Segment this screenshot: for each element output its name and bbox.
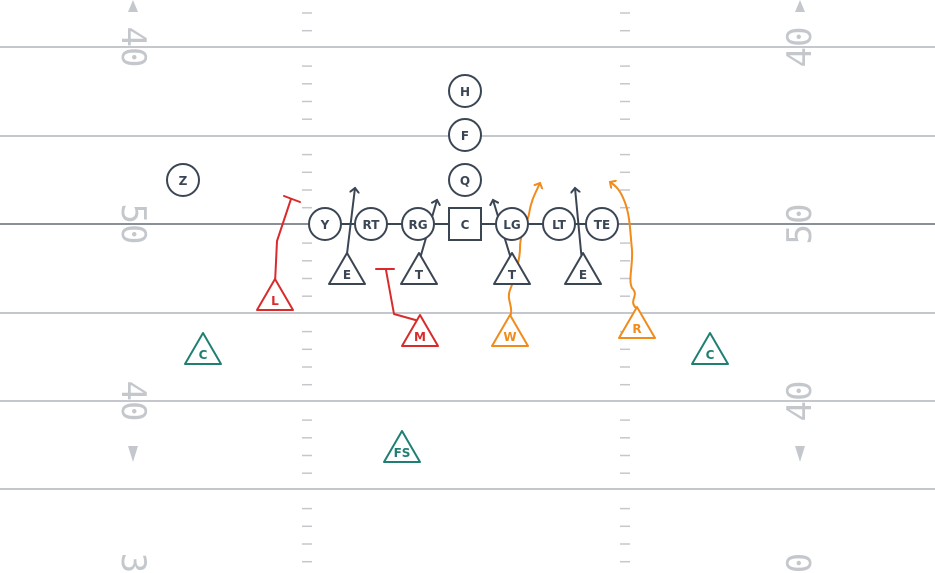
defender-c: C	[691, 332, 729, 365]
blitz-route	[385, 269, 420, 322]
player-c: C	[448, 207, 482, 241]
defender-label: C	[706, 348, 715, 362]
defender-marker	[328, 252, 366, 285]
defender-marker	[401, 314, 439, 347]
player-y: Y	[308, 207, 342, 241]
yard-lines	[0, 46, 935, 490]
defender-label: M	[414, 330, 426, 344]
player-rg: RG	[401, 207, 435, 241]
defender-marker	[184, 332, 222, 365]
rush-route	[507, 183, 540, 319]
player-marker	[585, 207, 619, 241]
defender-l: L	[256, 278, 294, 311]
blitz-end	[283, 195, 301, 203]
yard-number: 40	[113, 381, 153, 422]
player-label: F	[461, 129, 469, 143]
blitz-route	[274, 198, 292, 284]
defender-t: T	[493, 252, 531, 285]
center-marker	[448, 207, 482, 241]
player-q: Q	[448, 163, 482, 197]
defender-marker	[493, 252, 531, 285]
defender-label: E	[343, 268, 351, 282]
yard-numbers: 40 50 40 3 40 50 40 0	[113, 0, 820, 573]
player-marker	[495, 207, 529, 241]
player-rt: RT	[354, 207, 388, 241]
player-label: H	[460, 85, 470, 99]
yard-number: 3	[113, 553, 153, 573]
defender-fs: FS	[383, 430, 421, 463]
defender-marker	[618, 306, 656, 339]
defender-label: FS	[394, 446, 411, 460]
player-marker	[448, 118, 482, 152]
defender-label: W	[503, 330, 516, 344]
yard-number: 0	[780, 553, 820, 573]
defender-marker	[400, 252, 438, 285]
defender-label: C	[199, 348, 208, 362]
defender-label: T	[415, 268, 424, 282]
player-h: H	[448, 74, 482, 108]
defender-t: T	[400, 252, 438, 285]
yard-number: 40	[113, 27, 153, 68]
player-label: C	[461, 218, 470, 232]
defender-m: M	[401, 314, 439, 347]
defender-label: R	[632, 322, 641, 336]
player-label: Z	[179, 174, 188, 188]
yard-number: 40	[780, 27, 820, 68]
player-te: TE	[585, 207, 619, 241]
player-f: F	[448, 118, 482, 152]
yard-number: 50	[113, 204, 153, 245]
player-label: TE	[594, 218, 610, 232]
defense: E T T E L M W R C C FS	[184, 252, 729, 463]
player-label: Q	[460, 174, 470, 188]
defender-label: L	[271, 294, 279, 308]
defender-e: E	[564, 252, 602, 285]
player-lt: LT	[542, 207, 576, 241]
player-label: LT	[552, 218, 567, 232]
player-marker	[448, 74, 482, 108]
defender-e: E	[328, 252, 366, 285]
player-label: RT	[363, 218, 381, 232]
player-label: Y	[320, 218, 330, 232]
player-label: LG	[503, 218, 521, 232]
rush-route	[610, 182, 637, 309]
player-z: Z	[166, 163, 200, 197]
player-marker	[448, 163, 482, 197]
defender-marker	[256, 278, 294, 311]
defender-c: C	[184, 332, 222, 365]
defender-r: R	[618, 306, 656, 339]
defender-label: T	[508, 268, 517, 282]
routes	[274, 182, 637, 322]
player-marker	[354, 207, 388, 241]
defender-marker	[564, 252, 602, 285]
yard-number: 40	[780, 381, 820, 422]
defender-marker	[383, 430, 421, 463]
direction-arrow-icon	[795, 446, 805, 462]
yard-number: 50	[780, 204, 820, 245]
defender-w: W	[491, 314, 529, 347]
offense: H F Q Z Y RT RG C LG LT TE	[166, 74, 619, 241]
player-marker	[308, 207, 342, 241]
player-lg: LG	[495, 207, 529, 241]
player-label: RG	[408, 218, 427, 232]
defender-label: E	[579, 268, 587, 282]
player-marker	[166, 163, 200, 197]
direction-arrow-icon	[795, 0, 805, 12]
defender-marker	[691, 332, 729, 365]
player-marker	[542, 207, 576, 241]
direction-arrow-icon	[128, 0, 138, 12]
direction-arrow-icon	[128, 446, 138, 462]
defender-marker	[491, 314, 529, 347]
player-marker	[401, 207, 435, 241]
